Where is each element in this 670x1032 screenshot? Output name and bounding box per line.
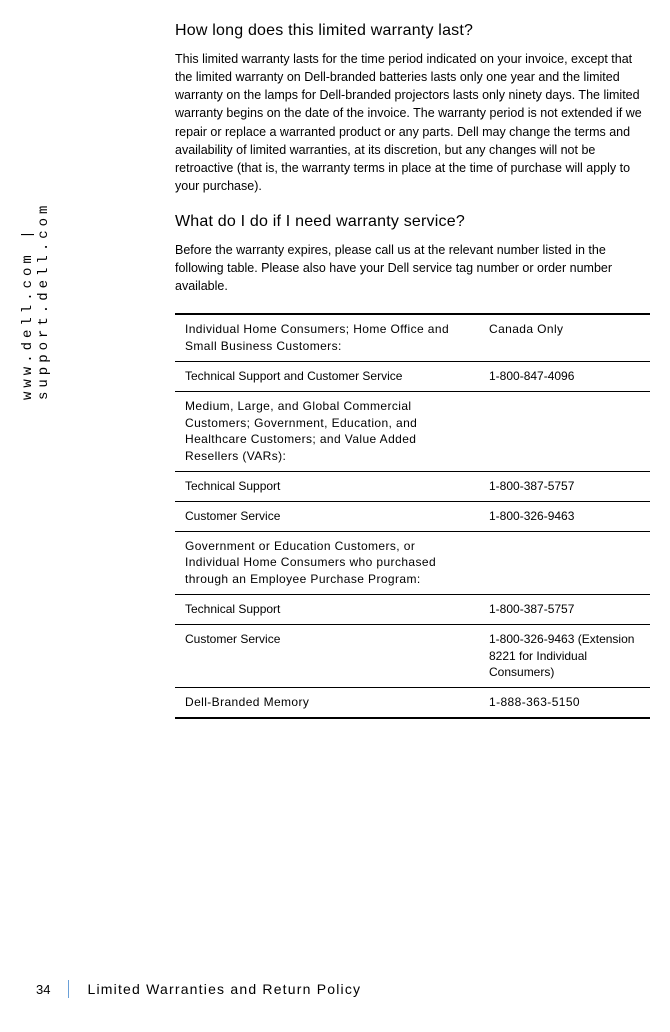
section-body-2: Before the warranty expires, please call… xyxy=(175,241,650,295)
sidebar-url: www.dell.com | support.dell.com xyxy=(20,20,52,400)
table-row: Customer Service1-800-326-9463 xyxy=(175,501,650,531)
table-row: Technical Support1-800-387-5757 xyxy=(175,594,650,624)
table-row: Dell-Branded Memory1-888-363-5150 xyxy=(175,688,650,718)
main-content: How long does this limited warranty last… xyxy=(175,22,650,719)
table-row: Government or Education Customers, or In… xyxy=(175,531,650,594)
table-cell-left: Individual Home Consumers; Home Office a… xyxy=(175,314,479,361)
footer-divider xyxy=(68,980,69,998)
table-cell-right: 1-800-847-4096 xyxy=(479,361,650,391)
table-cell-left: Government or Education Customers, or In… xyxy=(175,531,479,594)
table-cell-right: Canada Only xyxy=(479,314,650,361)
table-cell-left: Customer Service xyxy=(175,624,479,687)
table-row: Technical Support1-800-387-5757 xyxy=(175,471,650,501)
footer-title: Limited Warranties and Return Policy xyxy=(87,981,361,997)
table-cell-left: Dell-Branded Memory xyxy=(175,688,479,718)
table-cell-right xyxy=(479,391,650,471)
table-cell-left: Technical Support and Customer Service xyxy=(175,361,479,391)
table-row: Technical Support and Customer Service1-… xyxy=(175,361,650,391)
table-cell-right xyxy=(479,531,650,594)
table-cell-right: 1-888-363-5150 xyxy=(479,688,650,718)
table-cell-right: 1-800-326-9463 xyxy=(479,501,650,531)
warranty-contact-table: Individual Home Consumers; Home Office a… xyxy=(175,313,650,719)
table-cell-right: 1-800-387-5757 xyxy=(479,471,650,501)
table-cell-right: 1-800-326-9463 (Extension 8221 for Indiv… xyxy=(479,624,650,687)
table-cell-left: Technical Support xyxy=(175,471,479,501)
section-body-1: This limited warranty lasts for the time… xyxy=(175,50,650,195)
section-heading-1: How long does this limited warranty last… xyxy=(175,22,650,40)
table-cell-left: Medium, Large, and Global Commercial Cus… xyxy=(175,391,479,471)
table-cell-left: Technical Support xyxy=(175,594,479,624)
section-heading-2: What do I do if I need warranty service? xyxy=(175,213,650,231)
table-cell-right: 1-800-387-5757 xyxy=(479,594,650,624)
page-number: 34 xyxy=(36,982,50,997)
table-row: Individual Home Consumers; Home Office a… xyxy=(175,314,650,361)
page-footer: 34 Limited Warranties and Return Policy xyxy=(36,980,361,998)
table-row: Customer Service1-800-326-9463 (Extensio… xyxy=(175,624,650,687)
table-cell-left: Customer Service xyxy=(175,501,479,531)
table-row: Medium, Large, and Global Commercial Cus… xyxy=(175,391,650,471)
